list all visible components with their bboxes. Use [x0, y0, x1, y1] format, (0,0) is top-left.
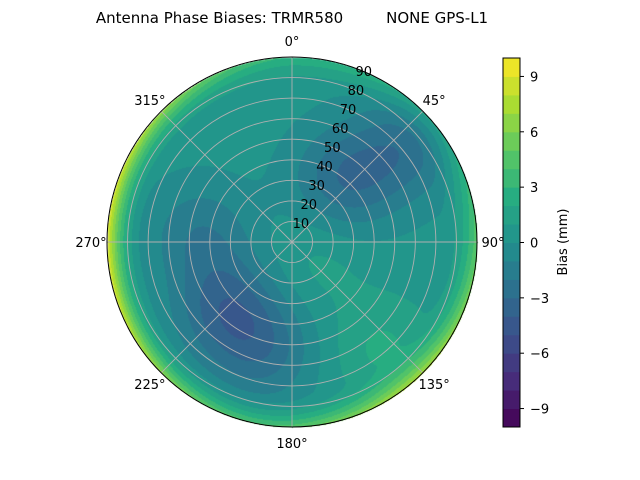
colorbar-level: [503, 94, 520, 114]
r-tick-label: 40: [316, 160, 333, 175]
theta-tick-label: 315°: [134, 94, 165, 109]
polar-frame: [106, 56, 478, 428]
colorbar-level: [503, 297, 520, 317]
colorbar-level: [503, 371, 520, 391]
colorbar-level: [503, 224, 520, 243]
colorbar-level: [503, 390, 520, 410]
r-tick-label: 60: [332, 122, 349, 137]
colorbar-level: [503, 187, 520, 207]
theta-tick-label: 180°: [276, 437, 307, 452]
r-tick-label: 10: [293, 217, 310, 232]
colorbar-tick-label: 0: [530, 237, 538, 252]
theta-gridline: [160, 241, 293, 374]
theta-tick-label: 135°: [418, 378, 449, 393]
theta-tick-label: 225°: [134, 378, 165, 393]
colorbar-tick-label: −3: [530, 292, 549, 307]
colorbar-level: [503, 242, 520, 262]
theta-tick-label: 270°: [75, 236, 106, 251]
colorbar-level: [503, 76, 520, 96]
colorbar-level: [503, 316, 520, 336]
colorbar-tick-label: −6: [530, 347, 549, 362]
theta-tick-label: 0°: [285, 35, 300, 50]
colorbar-tick-label: −9: [530, 403, 549, 418]
colorbar-level: [503, 150, 520, 170]
theta-tick-label: 45°: [423, 94, 446, 109]
colorbar-level: [503, 131, 520, 151]
colorbar-level: [503, 334, 520, 354]
colorbar-tick-label: 6: [530, 126, 538, 141]
colorbar-level: [503, 353, 520, 373]
colorbar-level: [503, 168, 520, 188]
r-tick-label: 80: [348, 84, 365, 99]
theta-gridline: [291, 241, 424, 374]
colorbar-label: Bias (mm): [556, 209, 571, 276]
colorbar-tick-label: 3: [530, 181, 538, 196]
chart-title: Antenna Phase Biases: TRMR580 NONE GPS-L…: [95, 9, 489, 27]
theta-gridline: [291, 110, 424, 243]
colorbar-level: [503, 279, 520, 299]
colorbar-level: [503, 113, 520, 133]
r-tick-label: 50: [324, 141, 341, 156]
colorbar-level: [503, 408, 520, 428]
r-tick-label: 20: [300, 198, 317, 213]
theta-tick-label: 90°: [481, 236, 504, 251]
colorbar-level: [503, 260, 520, 280]
theta-gridline: [160, 110, 293, 243]
r-tick-label: 90: [356, 65, 373, 80]
r-tick-label: 30: [308, 179, 325, 194]
colorbar-tick-label: 9: [530, 70, 538, 85]
r-tick-label: 70: [340, 103, 357, 118]
colorbar-level: [503, 205, 520, 225]
colorbar-level: [503, 58, 520, 77]
